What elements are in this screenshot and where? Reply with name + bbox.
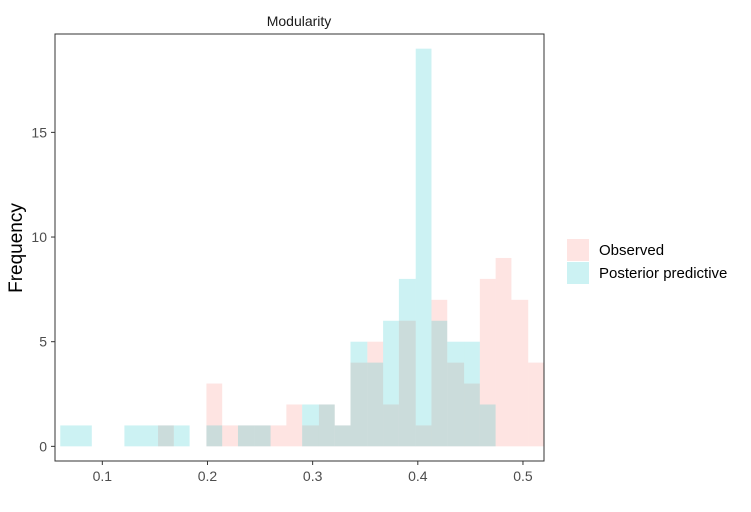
chart-title: Modularity — [267, 13, 332, 29]
x-tick-label: 0.5 — [513, 468, 533, 484]
legend-key-observed — [567, 239, 589, 261]
bar-observed — [383, 404, 399, 447]
legend-label-observed: Observed — [599, 242, 664, 259]
y-tick-label: 0 — [39, 438, 47, 454]
bar-observed — [415, 425, 432, 447]
bar-posterior-predictive — [318, 404, 335, 447]
bar-observed — [270, 425, 287, 447]
bar-posterior-predictive — [415, 48, 432, 447]
bar-observed — [431, 299, 448, 447]
bar-observed — [302, 425, 319, 447]
x-tick-label: 0.3 — [303, 468, 323, 484]
bar-posterior-predictive — [237, 425, 271, 447]
bar-observed — [222, 425, 238, 447]
bar-posterior-predictive — [158, 425, 174, 447]
bar-observed — [254, 425, 271, 447]
legend-key-posterior-predictive — [567, 262, 589, 284]
bar-posterior-predictive — [60, 425, 92, 447]
bar-observed — [206, 383, 223, 447]
bar-observed — [495, 257, 512, 447]
bar-observed — [318, 404, 335, 447]
bar-posterior-predictive — [447, 341, 465, 447]
bar-posterior-predictive — [431, 320, 448, 447]
bar-posterior-predictive — [206, 425, 223, 447]
legend-label-posterior-predictive: Posterior predictive — [599, 265, 727, 282]
x-axis: 0.1 0.2 0.3 0.4 0.5 — [93, 461, 533, 484]
bar-observed — [398, 320, 416, 447]
x-tick-label: 0.4 — [408, 468, 428, 484]
plot-panel-border — [54, 33, 545, 462]
bar-posterior-predictive — [367, 362, 384, 447]
bar-observed — [447, 362, 465, 447]
bar-posterior-predictive — [350, 341, 368, 447]
bar-posterior-predictive — [479, 404, 496, 447]
bar-posterior-predictive — [398, 278, 416, 447]
bar-observed — [350, 362, 368, 447]
bar-posterior-predictive — [173, 425, 190, 447]
bar-observed — [158, 425, 174, 447]
bar-posterior-predictive — [383, 320, 399, 447]
bar-observed — [464, 383, 480, 447]
bar-observed — [479, 278, 496, 447]
bar-observed — [367, 341, 384, 447]
bar-posterior-predictive — [334, 425, 351, 447]
bar-posterior-predictive — [302, 404, 319, 447]
bar-observed — [334, 425, 351, 447]
bar-observed — [528, 362, 544, 447]
x-tick-label: 0.1 — [93, 468, 113, 484]
bar-observed — [237, 425, 255, 447]
bar-observed — [511, 299, 529, 447]
legend: Observed Posterior predictive — [567, 239, 727, 284]
y-tick-label: 10 — [31, 229, 47, 245]
bar-posterior-predictive — [464, 341, 480, 447]
y-axis: 0 5 10 15 — [31, 124, 55, 454]
bar-observed — [286, 404, 303, 447]
bars-layer — [60, 48, 544, 447]
y-axis-title: Frequency — [6, 203, 27, 293]
y-tick-label: 5 — [39, 334, 47, 350]
x-tick-label: 0.2 — [198, 468, 218, 484]
bar-posterior-predictive — [124, 425, 159, 447]
y-tick-label: 15 — [31, 124, 47, 140]
